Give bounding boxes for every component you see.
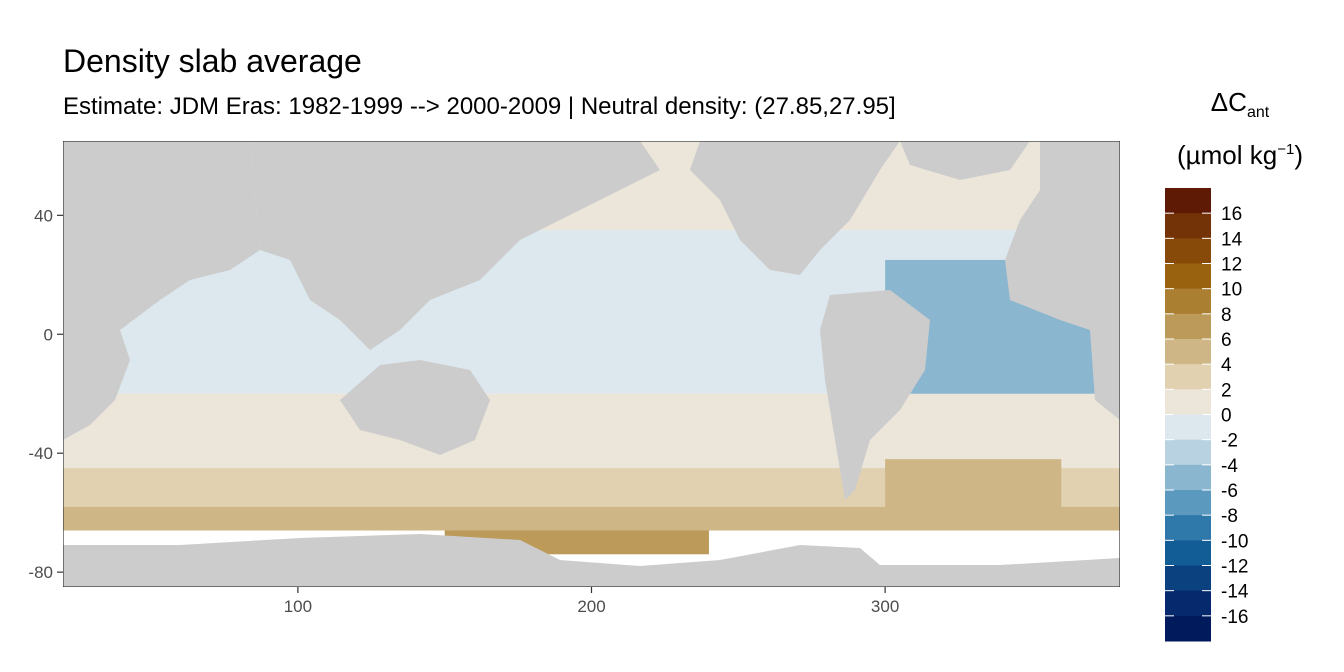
x-tick-label-300: 300 [871, 597, 899, 616]
legend-title-unit: (µmol kg−1) [1150, 132, 1330, 173]
legend-swatch-10 [1165, 439, 1211, 466]
land-antarctica [63, 534, 1120, 587]
land-north-america [690, 141, 900, 275]
x-tick-label-100: 100 [284, 597, 312, 616]
legend-unit-suffix: ) [1294, 140, 1303, 170]
legend-swatch-0 [1165, 188, 1211, 214]
land-greenland [900, 141, 1030, 180]
legend-label-13: -10 [1221, 531, 1248, 552]
legend-colorbar: 16 14 12 10 8 6 4 2 0 -2 -4 -6 -8 -10 -12 -14 -16 [1165, 188, 1249, 642]
legend-swatch-2 [1165, 238, 1211, 264]
y-tick-label-0: 0 [44, 325, 53, 344]
legend-label-9: -2 [1221, 431, 1238, 452]
x-tick-label-200: 200 [577, 597, 605, 616]
data-band-5 [63, 506, 1120, 531]
legend-label-16: -16 [1221, 607, 1248, 628]
chart-title: Density slab average [63, 43, 362, 79]
y-axis: 40 0 -40 -80 [28, 206, 63, 582]
legend-swatch-11 [1165, 464, 1211, 491]
legend-swatch-12 [1165, 490, 1211, 516]
legend-label-10: -4 [1221, 456, 1238, 477]
x-axis: 100 200 300 [284, 587, 899, 616]
legend-swatch-14 [1165, 540, 1211, 566]
legend-swatch-6 [1165, 339, 1211, 365]
legend-swatch-7 [1165, 364, 1211, 390]
data-band-7 [885, 459, 1062, 513]
land-australia [340, 360, 490, 455]
legend-label-0: 16 [1221, 204, 1242, 225]
land-europe [1005, 141, 1120, 420]
legend-swatch-1 [1165, 213, 1211, 239]
legend-label-14: -12 [1221, 557, 1248, 578]
chart-subtitle: Estimate: JDM Eras: 1982-1999 --> 2000-2… [63, 93, 896, 120]
land-africa [63, 141, 260, 440]
legend-swatch-4 [1165, 288, 1211, 315]
legend-label-5: 6 [1221, 330, 1232, 351]
legend-swatch-5 [1165, 313, 1211, 340]
y-tick-label--40: -40 [28, 444, 53, 463]
legend-title-main: ΔC [1210, 87, 1247, 117]
map-panel [63, 141, 1120, 587]
legend-swatch-3 [1165, 263, 1211, 290]
legend-label-3: 10 [1221, 280, 1242, 301]
legend-label-2: 12 [1221, 255, 1242, 276]
land-mask [63, 141, 1120, 587]
legend-unit-prefix: (µmol kg [1177, 140, 1278, 170]
land-eurasia [250, 141, 660, 350]
legend-label-7: 2 [1221, 380, 1232, 401]
legend-label-15: -14 [1221, 582, 1249, 603]
legend-unit-sup: −1 [1277, 141, 1295, 158]
legend-swatch-13 [1165, 515, 1211, 541]
legend-swatch-17 [1165, 615, 1211, 642]
land-south-america [820, 290, 930, 500]
legend-label-6: 4 [1221, 355, 1232, 376]
legend-title-sub: ant [1246, 104, 1270, 121]
y-tick-label-40: 40 [34, 206, 53, 225]
legend-swatch-16 [1165, 590, 1211, 617]
legend-title-quantity: ΔCant [1150, 86, 1330, 129]
data-band-3 [63, 393, 1120, 469]
legend-label-4: 8 [1221, 305, 1232, 326]
legend-swatch-15 [1165, 565, 1211, 592]
legend-label-1: 14 [1221, 229, 1243, 250]
legend-label-11: -6 [1221, 481, 1238, 502]
legend-label-8: 0 [1221, 406, 1232, 427]
legend-swatch-9 [1165, 414, 1211, 441]
legend-swatch-8 [1165, 389, 1211, 415]
legend-label-12: -8 [1221, 506, 1238, 527]
y-tick-label--80: -80 [28, 563, 53, 582]
